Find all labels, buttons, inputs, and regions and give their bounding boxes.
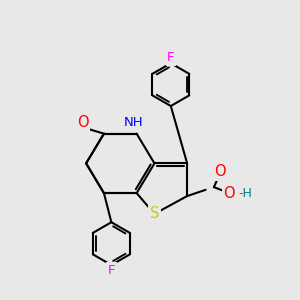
Text: F: F — [167, 51, 175, 64]
Text: S: S — [150, 206, 159, 221]
Text: O: O — [77, 115, 88, 130]
Text: -H: -H — [238, 187, 252, 200]
Text: O: O — [214, 164, 226, 179]
Text: F: F — [108, 264, 115, 277]
Text: O: O — [224, 186, 235, 201]
Text: NH: NH — [124, 116, 143, 129]
